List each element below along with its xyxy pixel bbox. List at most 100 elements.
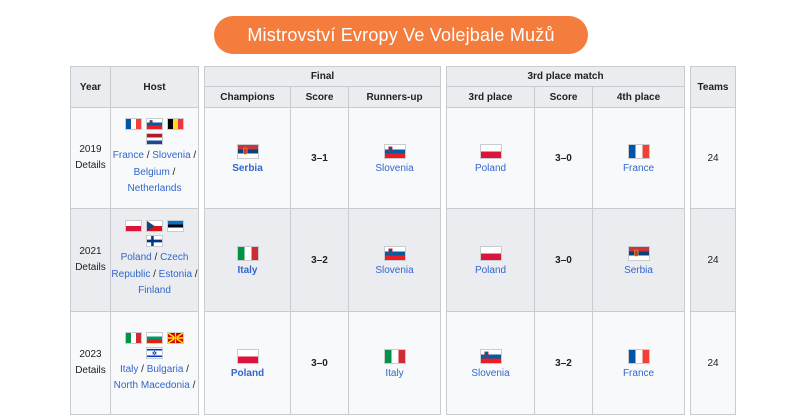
third-place-cell: Slovenia — [446, 311, 536, 415]
header-third-place-match: 3rd place match — [446, 66, 686, 87]
france-flag — [627, 144, 650, 159]
separator: / — [192, 268, 198, 280]
host-cell: Poland / Czech Republic / Estonia / Finl… — [110, 208, 199, 312]
teams-count: 24 — [707, 152, 719, 164]
teams-cell: 24 — [690, 107, 737, 209]
third-place-cell: Poland — [446, 208, 536, 312]
poland-flag — [479, 144, 502, 159]
results-table: Year Host Final 3rd place match Teams Ch… — [70, 66, 737, 415]
final-score: 3–1 — [311, 152, 328, 164]
teams-cell: 24 — [690, 208, 737, 312]
team-link[interactable]: Serbia — [624, 264, 653, 276]
team-link[interactable]: Poland — [474, 264, 507, 276]
header-third-place: 3rd place — [446, 86, 536, 108]
flag-container — [205, 245, 290, 263]
france-flag — [627, 349, 650, 364]
details-link[interactable]: Details — [75, 365, 106, 376]
third-score-cell: 3–0 — [534, 208, 594, 312]
teams-count: 24 — [707, 254, 719, 266]
separator: / — [183, 363, 189, 375]
header-champions: Champions — [204, 86, 291, 108]
italy-flag — [125, 331, 142, 344]
host-country-link[interactable]: France — [112, 150, 144, 162]
italy-flag — [383, 349, 406, 364]
host-country-link[interactable]: North Macedonia — [113, 380, 190, 391]
separator: / — [150, 268, 159, 280]
year-text: 2021 — [79, 246, 102, 257]
flag-container — [205, 143, 290, 161]
separator: / — [189, 380, 196, 391]
host-country-link[interactable]: Bulgaria — [146, 363, 184, 375]
host-list: Italy / Bulgaria / North Macedonia / — [111, 362, 198, 395]
details-link[interactable]: Details — [75, 160, 106, 171]
flag-container — [205, 348, 290, 366]
team-link[interactable]: Slovenia — [375, 162, 414, 174]
teams-cell: 24 — [690, 311, 737, 415]
host-cell: France / Slovenia / Belgium / Netherland… — [110, 107, 199, 209]
details-link[interactable]: Details — [75, 262, 106, 273]
separator: / — [151, 252, 161, 264]
serbia-flag — [236, 144, 259, 159]
finland-flag — [146, 235, 163, 248]
france-flag — [125, 118, 142, 131]
host-list: France / Slovenia / Belgium / Netherland… — [111, 148, 198, 198]
final-score-cell: 3–0 — [290, 311, 349, 415]
host-country-link[interactable]: Estonia — [158, 268, 193, 280]
flag-container — [447, 143, 534, 161]
netherlands-flag — [146, 133, 163, 146]
year-cell: 2021 Details — [70, 208, 111, 312]
team-link[interactable]: Italy — [385, 367, 404, 379]
header-score: Score — [534, 86, 594, 108]
israel-flag — [146, 346, 163, 359]
flag-container — [349, 143, 440, 161]
team-link[interactable]: Slovenia — [375, 264, 414, 276]
flag-container — [447, 348, 534, 366]
separator: / — [169, 166, 176, 178]
champion-cell: Italy — [204, 208, 291, 312]
host-cell: Italy / Bulgaria / North Macedonia / — [110, 311, 199, 415]
slovenia-flag — [383, 144, 406, 159]
host-flags — [120, 220, 190, 248]
fourth-place-cell: France — [592, 311, 686, 415]
team-link[interactable]: France — [622, 162, 655, 174]
team-link[interactable]: Poland — [230, 367, 265, 379]
header-year: Year — [70, 66, 111, 108]
host-country-link[interactable]: Netherlands — [127, 183, 182, 195]
host-country-link[interactable]: Italy — [120, 363, 139, 375]
poland-flag — [236, 349, 259, 364]
header-score: Score — [290, 86, 349, 108]
host-flags — [120, 118, 190, 146]
third-place-score: 3–0 — [555, 254, 572, 266]
host-country-link[interactable]: Finland — [138, 285, 171, 297]
runner-up-cell: Slovenia — [347, 107, 442, 209]
serbia-flag — [627, 246, 650, 261]
belgium-flag — [167, 118, 184, 131]
champion-cell: Poland — [204, 311, 291, 415]
header-runners-up: Runners-up — [347, 86, 442, 108]
host-country-link[interactable]: Belgium — [133, 166, 170, 178]
host-country-link[interactable]: Czech Republic — [111, 252, 189, 280]
champion-cell: Serbia — [204, 107, 291, 209]
third-score-cell: 3–0 — [534, 107, 594, 209]
header-teams: Teams — [690, 66, 737, 108]
team-link[interactable]: Italy — [237, 264, 258, 276]
separator: / — [190, 150, 197, 162]
team-link[interactable]: France — [622, 367, 655, 379]
estonia-flag — [167, 220, 184, 233]
runner-up-cell: Slovenia — [347, 208, 442, 312]
table-row: 2019 Details France / Slovenia / Belgium /… — [70, 107, 737, 209]
north-macedonia-flag — [167, 331, 184, 344]
host-flags — [120, 331, 190, 359]
final-score: 3–0 — [311, 357, 328, 369]
final-score-cell: 3–1 — [290, 107, 349, 209]
third-score-cell: 3–2 — [534, 311, 594, 415]
host-country-link[interactable]: Poland — [120, 252, 152, 264]
slovenia-flag — [383, 246, 406, 261]
third-place-cell: Poland — [446, 107, 536, 209]
poland-flag — [125, 220, 142, 233]
final-score-cell: 3–2 — [290, 208, 349, 312]
team-link[interactable]: Serbia — [232, 162, 263, 174]
team-link[interactable]: Poland — [474, 162, 507, 174]
host-country-link[interactable]: Slovenia — [152, 150, 191, 162]
team-link[interactable]: Slovenia — [471, 367, 510, 379]
